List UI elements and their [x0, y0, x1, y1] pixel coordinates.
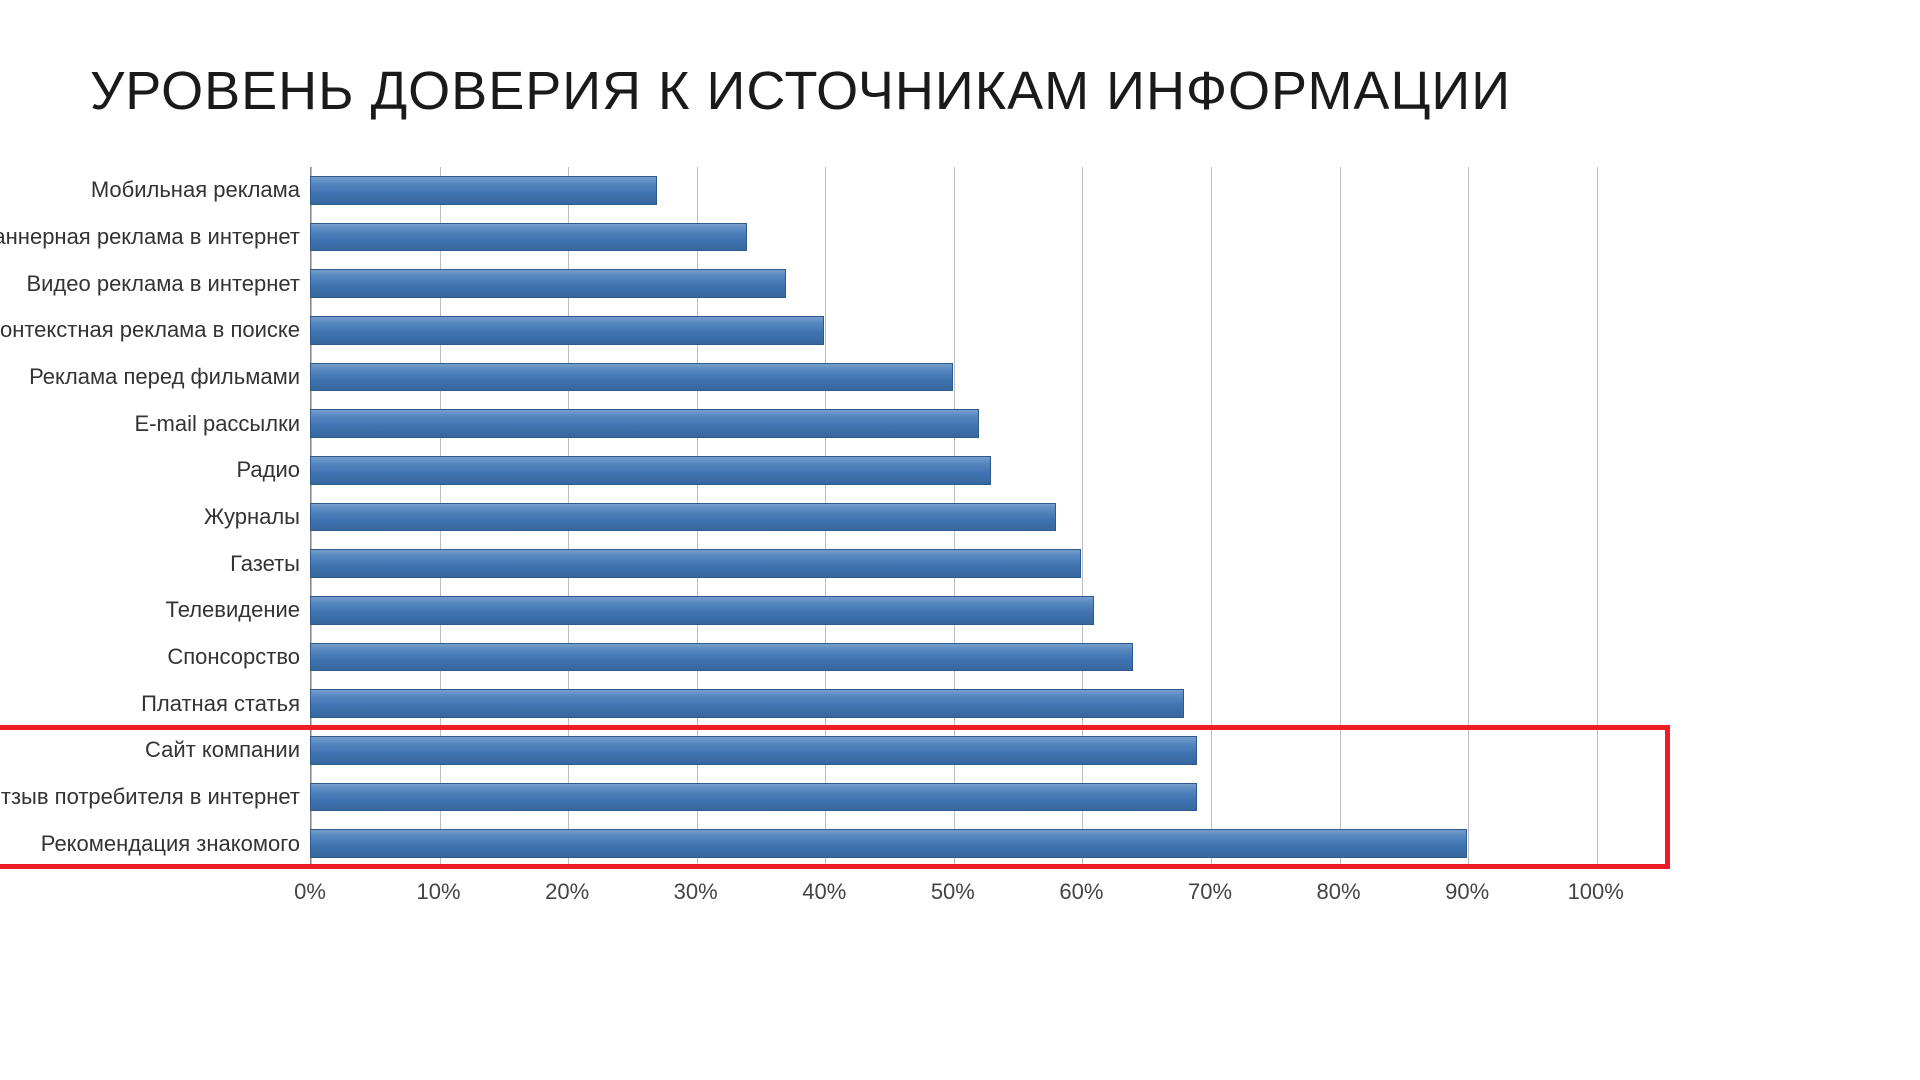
slide: УРОВЕНЬ ДОВЕРИЯ К ИСТОЧНИКАМ ИНФОРМАЦИИ …	[0, 0, 1920, 1080]
category-label: Реклама перед фильмами	[0, 366, 300, 388]
bar	[310, 409, 979, 438]
bar-fill	[310, 176, 657, 205]
category-label: Сайт компании	[0, 739, 300, 761]
bar	[310, 643, 1133, 672]
bar	[310, 223, 747, 252]
category-label: Отзыв потребителя в интернет	[0, 786, 300, 808]
category-label: Рекомендация знакомого	[0, 833, 300, 855]
x-tick-label: 30%	[674, 879, 718, 905]
x-tick-label: 40%	[802, 879, 846, 905]
category-label: E-mail рассылки	[0, 413, 300, 435]
gridline	[1340, 167, 1341, 866]
x-tick-label: 20%	[545, 879, 589, 905]
bar-fill	[310, 596, 1094, 625]
bar	[310, 736, 1197, 765]
category-label: Спонсорство	[0, 646, 300, 668]
category-label: Баннерная реклама в интернет	[0, 226, 300, 248]
x-tick-label: 0%	[294, 879, 326, 905]
gridline	[1597, 167, 1598, 866]
bar	[310, 363, 953, 392]
category-label: Платная статья	[0, 693, 300, 715]
bar	[310, 269, 786, 298]
gridline	[1468, 167, 1469, 866]
category-label: Видео реклама в интернет	[0, 273, 300, 295]
category-label: Журналы	[0, 506, 300, 528]
bar-fill	[310, 363, 953, 392]
x-tick-label: 90%	[1445, 879, 1489, 905]
bar	[310, 316, 824, 345]
bar-fill	[310, 223, 747, 252]
y-axis-labels: Мобильная реклама Баннерная реклама в инт…	[0, 167, 300, 867]
bar	[310, 596, 1094, 625]
category-label: Мобильная реклама	[0, 179, 300, 201]
page-title: УРОВЕНЬ ДОВЕРИЯ К ИСТОЧНИКАМ ИНФОРМАЦИИ	[90, 60, 1830, 122]
bar-fill	[310, 689, 1184, 718]
bar	[310, 689, 1184, 718]
x-tick-label: 80%	[1317, 879, 1361, 905]
bar	[310, 549, 1081, 578]
bar-fill	[310, 456, 991, 485]
bar-fill	[310, 736, 1197, 765]
bar	[310, 783, 1197, 812]
category-label: Контекстная реклама в поиске	[0, 319, 300, 341]
category-label: Телевидение	[0, 599, 300, 621]
trust-chart: Мобильная рекламаБаннерная реклама в инт…	[310, 167, 1660, 907]
bar-fill	[310, 549, 1081, 578]
x-tick-label: 100%	[1568, 879, 1624, 905]
category-label: Газеты	[0, 553, 300, 575]
bar-fill	[310, 316, 824, 345]
bar	[310, 456, 991, 485]
x-tick-label: 60%	[1059, 879, 1103, 905]
x-tick-label: 50%	[931, 879, 975, 905]
bar-fill	[310, 409, 979, 438]
bar-fill	[310, 643, 1133, 672]
bar	[310, 176, 657, 205]
category-label: Радио	[0, 459, 300, 481]
x-tick-label: 10%	[417, 879, 461, 905]
bar	[310, 503, 1056, 532]
bar-fill	[310, 269, 786, 298]
x-axis: 0%10%20%30%40%50%60%70%80%90%100%	[310, 867, 1660, 907]
bar-fill	[310, 503, 1056, 532]
plot-area: Мобильная рекламаБаннерная реклама в инт…	[310, 167, 1660, 867]
bar-fill	[310, 783, 1197, 812]
bar-fill	[310, 829, 1467, 858]
gridline	[1211, 167, 1212, 866]
x-tick-label: 70%	[1188, 879, 1232, 905]
bar	[310, 829, 1467, 858]
